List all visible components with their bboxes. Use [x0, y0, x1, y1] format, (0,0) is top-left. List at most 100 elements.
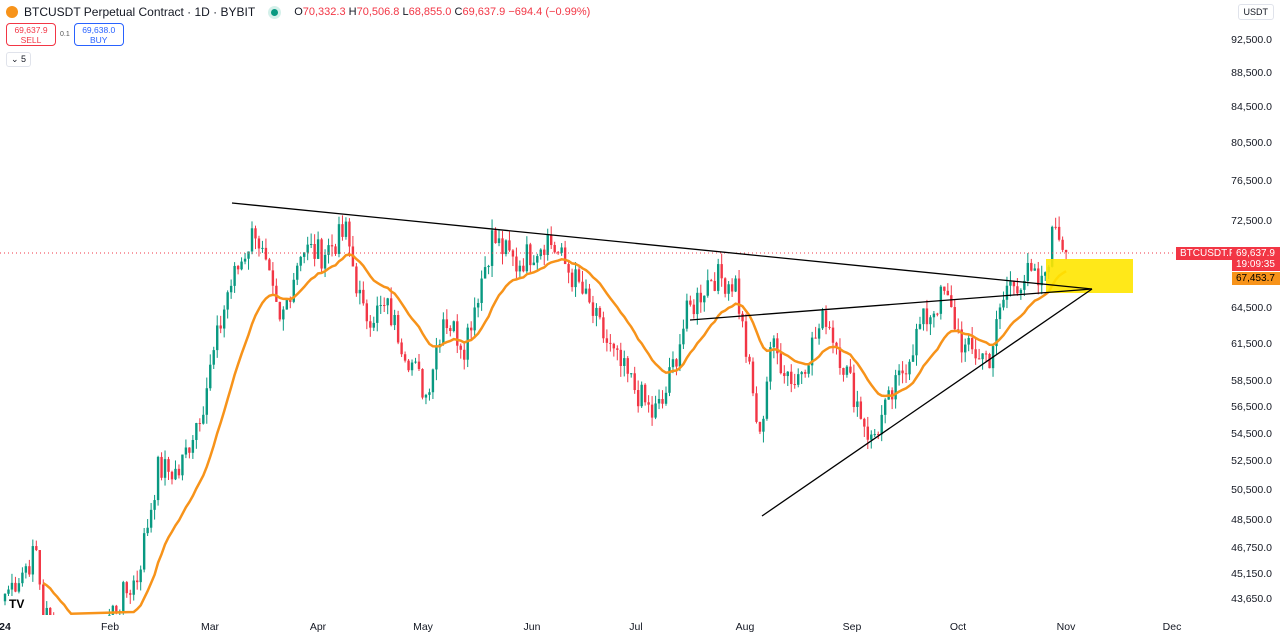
candle: [396, 315, 400, 343]
candle: [383, 305, 386, 307]
candle: [758, 421, 762, 432]
candle: [678, 344, 682, 367]
candle: [619, 349, 622, 366]
candle: [198, 423, 202, 425]
price-tick: 52,500.0: [1231, 455, 1272, 468]
candle: [365, 303, 369, 322]
tradingview-logo-icon: TV: [8, 596, 30, 611]
candles: [3, 215, 1068, 616]
candle: [800, 372, 803, 375]
price-tick: 54,500.0: [1231, 427, 1272, 440]
candle: [435, 347, 438, 370]
price-tick: 50,500.0: [1231, 484, 1272, 497]
candle: [692, 304, 696, 315]
candle: [327, 245, 330, 255]
candle: [779, 353, 783, 374]
candle: [664, 392, 668, 404]
candle: [243, 258, 247, 262]
candle: [261, 247, 264, 249]
candle: [661, 398, 664, 404]
price-tick: 56,500.0: [1231, 400, 1272, 413]
candle: [633, 373, 636, 391]
candle: [1050, 226, 1054, 267]
trendline-middle: [689, 288, 1093, 321]
candle: [988, 354, 991, 369]
candle: [38, 550, 41, 585]
candle: [1030, 262, 1033, 271]
candle: [463, 349, 466, 360]
price-tick: 64,500.0: [1231, 302, 1272, 315]
candle: [650, 404, 654, 418]
candle: [765, 381, 769, 419]
date-tick: Nov: [1056, 621, 1076, 633]
candle: [922, 308, 925, 325]
candle: [790, 371, 793, 385]
candle: [282, 309, 285, 320]
buy-button[interactable]: 69,638.0 BUY: [73, 23, 124, 46]
candle: [490, 230, 494, 266]
candle: [723, 278, 727, 294]
candle: [1033, 268, 1036, 271]
candle: [1037, 268, 1040, 286]
candle: [908, 361, 911, 375]
candle: [181, 454, 184, 476]
symbol-title[interactable]: BTCUSDT Perpetual Contract · 1D · BYBIT: [24, 5, 256, 19]
candle: [216, 325, 219, 351]
candle: [1023, 280, 1026, 290]
candle: [946, 290, 950, 296]
candle: [1044, 272, 1047, 276]
price-tick: 84,500.0: [1231, 101, 1272, 114]
candle: [703, 295, 706, 303]
sell-button[interactable]: 69,637.9 SELL: [6, 23, 56, 46]
candle: [264, 247, 268, 260]
candle: [421, 369, 424, 398]
candle: [706, 280, 709, 296]
candle: [866, 426, 869, 440]
candle: [595, 307, 598, 316]
date-tick: Dec: [1162, 621, 1182, 633]
candle: [226, 292, 229, 310]
price-tick: 43,650.0: [1231, 592, 1272, 605]
candle: [334, 246, 337, 254]
price-tick: 58,500.0: [1231, 374, 1272, 387]
candle: [762, 418, 765, 432]
candle: [400, 342, 403, 355]
candle: [856, 401, 859, 407]
currency-selector[interactable]: USDT: [1237, 4, 1274, 20]
candle: [932, 313, 936, 318]
candle: [577, 269, 581, 282]
candle: [330, 245, 334, 247]
candle: [445, 319, 449, 329]
market-status-icon: [271, 8, 279, 16]
candle: [483, 267, 487, 279]
candle: [609, 342, 612, 344]
candle: [1026, 262, 1030, 281]
candle: [403, 354, 407, 361]
candle: [783, 373, 786, 377]
indicators-collapse-button[interactable]: ⌄ 5: [6, 52, 32, 67]
candle: [348, 221, 351, 247]
candle: [376, 305, 379, 323]
candle: [431, 369, 435, 393]
candle: [842, 367, 845, 375]
candle: [250, 228, 254, 252]
candle: [28, 566, 31, 575]
candle: [598, 307, 602, 318]
candle: [769, 347, 772, 382]
candle: [1040, 275, 1043, 286]
price-tick: 48,500.0: [1231, 514, 1272, 527]
candle: [469, 327, 473, 331]
candle: [1054, 226, 1057, 228]
spread: 0.1: [60, 31, 70, 38]
candle: [487, 265, 490, 268]
candle: [748, 356, 751, 362]
candle: [219, 325, 222, 329]
candle: [786, 371, 789, 377]
candle: [49, 607, 52, 615]
candle: [129, 593, 132, 595]
candle: [602, 317, 605, 339]
candle: [741, 313, 744, 322]
candle: [998, 307, 1002, 320]
candle: [195, 423, 198, 440]
